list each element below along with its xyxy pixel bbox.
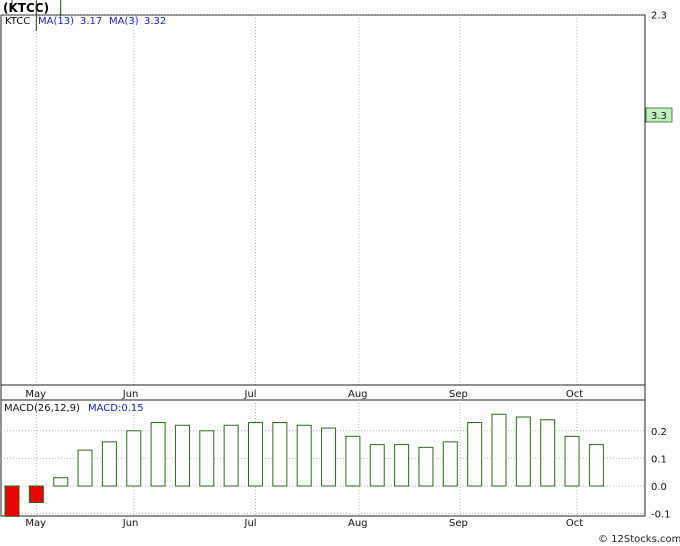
price-panel-frame [0, 14, 646, 386]
macd-bar [491, 413, 507, 487]
macd-panel: -0.1 0.0 0.1 0.2 MACD(26,12,9) MACD:0.15 [0, 399, 671, 521]
month-label: Sep [449, 389, 468, 400]
macd-tick-label: 0.0 [651, 482, 667, 493]
month-label: Sep [449, 518, 468, 529]
month-label: Aug [348, 518, 368, 529]
month-label: Oct [566, 389, 583, 400]
macd-bar [77, 449, 93, 487]
price-panel: 2.32.42.52.62.72.82.93.03.13.23.43.53.63… [0, 0, 673, 386]
month-label: Jul [244, 518, 257, 529]
candle [35, 0, 37, 31]
month-label: Jun [122, 518, 139, 529]
legend-ticker: KTCC [5, 16, 30, 27]
macd-bar [272, 422, 288, 487]
month-axis-bottom: May Jun Jul Aug Sep Oct [25, 518, 583, 529]
macd-bar [199, 430, 215, 487]
legend-ma13-label: MA(13) [38, 16, 74, 27]
macd-bar [564, 435, 580, 487]
macd-bar [394, 444, 410, 487]
macd-bar [101, 441, 117, 487]
month-label: Jun [122, 389, 139, 400]
macd-bar [248, 422, 263, 487]
macd-bar [418, 446, 434, 487]
macd-tick-label: 0.1 [651, 454, 667, 465]
macd-bar [369, 444, 385, 487]
legend-ma3-label: MA(3) [109, 16, 139, 27]
macd-bar [150, 422, 166, 487]
macd-bar [321, 427, 337, 487]
legend-ma13-value: 3.17 [80, 16, 102, 27]
macd-bar [126, 430, 142, 487]
macd-bar [442, 441, 458, 487]
macd-bar [345, 435, 361, 487]
macd-bar [223, 424, 239, 487]
macd-bar [467, 422, 483, 487]
macd-y-axis: -0.1 0.0 0.1 0.2 [651, 427, 671, 521]
price-grid [1, 14, 645, 385]
candles [11, 0, 62, 31]
chart-title: (KTCC) [3, 1, 49, 15]
macd-bar [296, 424, 312, 487]
candle [60, 0, 62, 17]
macd-legend-params: MACD(26,12,9) [4, 403, 80, 414]
month-strip-top [0, 384, 646, 401]
macd-bar [540, 419, 556, 487]
macd-legend-value: MACD:0.15 [88, 403, 144, 414]
macd-bar [174, 424, 190, 487]
month-label: May [25, 389, 46, 400]
price-tick-label: 2.4 [651, 0, 667, 1]
macd-tick-label: -0.1 [651, 510, 671, 521]
macd-tick-label: 0.2 [651, 427, 667, 438]
price-tick-label: 2.3 [651, 11, 667, 22]
last-price-label: 3.3 [651, 111, 667, 122]
watermark: © 12Stocks.com [598, 534, 680, 545]
macd-bar [53, 477, 69, 487]
month-label: May [25, 518, 46, 529]
month-label: Jul [244, 389, 257, 400]
month-axis-top: May Jun Jul Aug Sep Oct [0, 384, 646, 401]
macd-bar [588, 444, 604, 487]
last-price-badge [645, 107, 673, 123]
month-label: Oct [566, 518, 583, 529]
month-label: Aug [348, 389, 368, 400]
legend-ma3-value: 3.32 [144, 16, 166, 27]
macd-bar [515, 416, 531, 487]
macd-bar [28, 485, 44, 504]
price-y-axis: 2.32.42.52.62.72.82.93.03.13.23.43.53.63… [651, 0, 667, 22]
macd-bars [4, 413, 604, 517]
macd-bar [4, 485, 20, 517]
